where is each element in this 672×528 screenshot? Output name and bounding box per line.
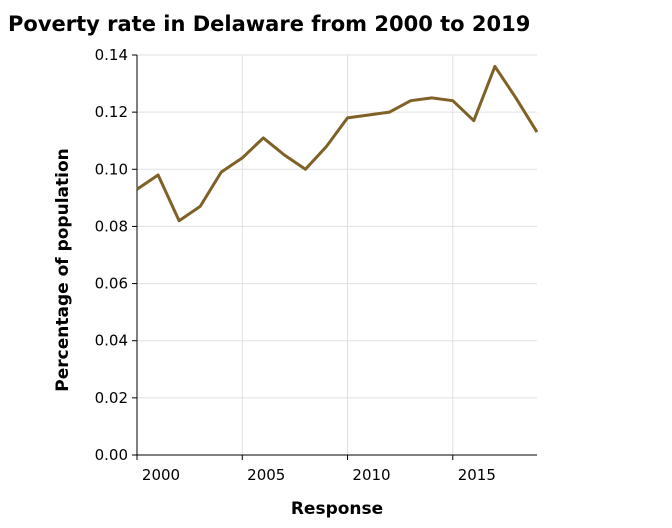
- tick-labels: 0.00 0.02 0.04 0.06 0.08 0.10 0.12 0.14 2000 2005…: [95, 46, 496, 484]
- poverty-rate-line: [136, 64, 539, 223]
- x-tick-label: 2010: [352, 466, 390, 484]
- y-tick-label: 0.00: [95, 446, 128, 464]
- y-tick-label: 0.08: [95, 217, 128, 235]
- y-tick-label: 0.10: [95, 160, 128, 178]
- y-tick-label: 0.02: [95, 389, 128, 407]
- series: [136, 64, 539, 223]
- y-tick-label: 0.04: [95, 332, 128, 350]
- y-axis-label: Percentage of population: [53, 148, 73, 391]
- x-tick-label: 2005: [247, 466, 285, 484]
- y-tick-label: 0.12: [95, 103, 128, 121]
- axes: [132, 54, 537, 460]
- x-tick-label: 2015: [458, 466, 496, 484]
- y-tick-label: 0.14: [95, 46, 128, 64]
- chart-title: Poverty rate in Delaware from 2000 to 20…: [8, 12, 530, 36]
- x-tick-label: 2000: [142, 466, 180, 484]
- x-axis-label: Response: [291, 499, 383, 519]
- y-tick-label: 0.06: [95, 275, 128, 293]
